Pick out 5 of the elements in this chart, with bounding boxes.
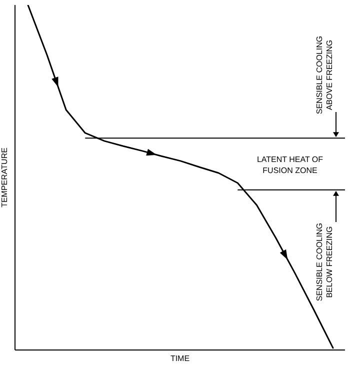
y-axis-title: TEMPERATURE	[0, 148, 9, 208]
x-axis-title: TIME	[170, 354, 190, 363]
annotation: SENSIBLE COOLING ABOVE FREEZING	[315, 36, 334, 114]
annotation: LATENT HEAT OF FUSION ZONE	[256, 155, 324, 176]
annotation: SENSIBLE COOLING BELOW FREEZING	[315, 222, 334, 302]
